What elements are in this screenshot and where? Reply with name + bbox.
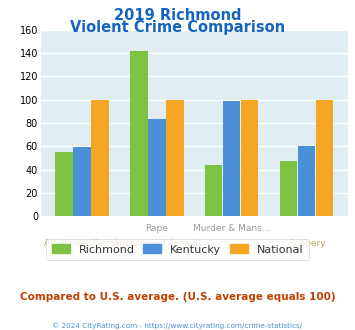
Bar [223, 101, 240, 216]
Text: Aggravated Assault: Aggravated Assault [113, 239, 201, 248]
Bar [316, 100, 333, 216]
Text: © 2024 CityRating.com - https://www.cityrating.com/crime-statistics/: © 2024 CityRating.com - https://www.city… [53, 323, 302, 329]
Bar [91, 100, 109, 216]
Text: Violent Crime Comparison: Violent Crime Comparison [70, 20, 285, 35]
Bar [298, 146, 315, 216]
Legend: Richmond, Kentucky, National: Richmond, Kentucky, National [46, 239, 309, 260]
Bar [205, 165, 223, 216]
Bar [73, 148, 91, 216]
Text: Murder & Mans...: Murder & Mans... [193, 224, 271, 233]
Bar [130, 51, 148, 216]
Text: 2019 Richmond: 2019 Richmond [114, 8, 241, 23]
Text: Robbery: Robbery [288, 239, 326, 248]
Bar [55, 152, 73, 216]
Bar [241, 100, 258, 216]
Bar [166, 100, 184, 216]
Text: Compared to U.S. average. (U.S. average equals 100): Compared to U.S. average. (U.S. average … [20, 292, 335, 302]
Bar [148, 119, 165, 216]
Text: All Violent Crime: All Violent Crime [44, 239, 120, 248]
Text: Rape: Rape [146, 224, 168, 233]
Bar [280, 161, 297, 216]
